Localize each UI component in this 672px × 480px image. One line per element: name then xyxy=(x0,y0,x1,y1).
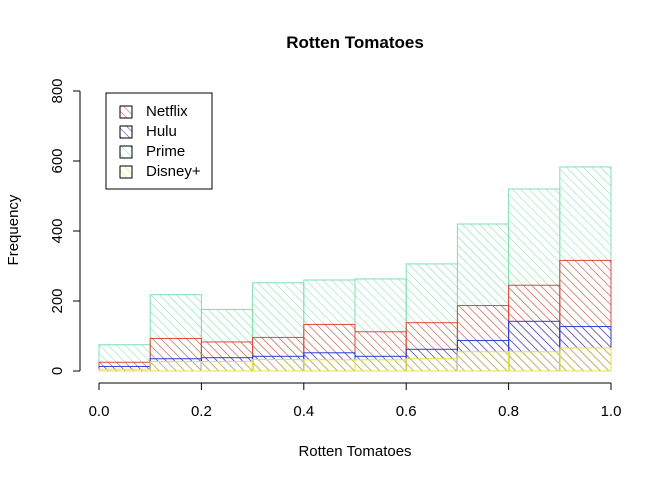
legend: Netflix Hulu Prime Disney+ xyxy=(105,92,213,190)
series-disney xyxy=(98,347,612,372)
x-tick-label: 0.0 xyxy=(89,403,110,420)
legend-item-prime: Prime xyxy=(119,143,185,160)
legend-swatch xyxy=(119,165,133,179)
y-tick-label: 200 xyxy=(49,288,66,313)
bar-disney-2 xyxy=(200,361,254,372)
legend-swatch xyxy=(119,105,133,119)
bar-disney-6 xyxy=(405,358,458,372)
bar-disney-7 xyxy=(456,351,510,372)
legend-swatch xyxy=(119,125,133,139)
legend-item-hulu: Hulu xyxy=(119,123,177,140)
legend-label: Disney+ xyxy=(146,163,201,180)
bar-disney-5 xyxy=(354,359,407,372)
x-tick-label: 1.0 xyxy=(601,403,622,420)
x-tick-label: 0.4 xyxy=(293,403,314,420)
legend-label: Netflix xyxy=(146,103,188,120)
bar-disney-4 xyxy=(303,359,356,372)
legend-label: Hulu xyxy=(146,123,177,140)
bar-disney-3 xyxy=(252,358,305,372)
y-tick-label: 0 xyxy=(49,367,66,375)
x-axis-label: Rotten Tomatoes xyxy=(298,443,411,460)
bars-layer xyxy=(98,166,612,372)
bar-disney-9 xyxy=(559,347,612,372)
bar-disney-1 xyxy=(149,361,202,372)
y-tick-label: 800 xyxy=(49,78,66,103)
x-tick-label: 0.6 xyxy=(396,403,417,420)
x-tick-label: 0.2 xyxy=(191,403,212,420)
y-tick-label: 400 xyxy=(49,218,66,243)
y-tick-label: 600 xyxy=(49,148,66,173)
legend-item-netflix: Netflix xyxy=(119,103,188,120)
y-axis-label: Frequency xyxy=(5,194,22,265)
legend-label: Prime xyxy=(146,143,185,160)
bar-disney-8 xyxy=(508,351,561,372)
legend-item-disney: Disney+ xyxy=(119,163,201,180)
axes-layer: 0.0 0.2 0.4 0.6 0.8 1.0 0 200 400 600 800 xyxy=(49,78,621,420)
chart-title: Rotten Tomatoes xyxy=(286,33,424,52)
bar-disney-0 xyxy=(98,368,151,372)
x-tick-label: 0.8 xyxy=(498,403,519,420)
legend-swatch xyxy=(119,145,133,159)
